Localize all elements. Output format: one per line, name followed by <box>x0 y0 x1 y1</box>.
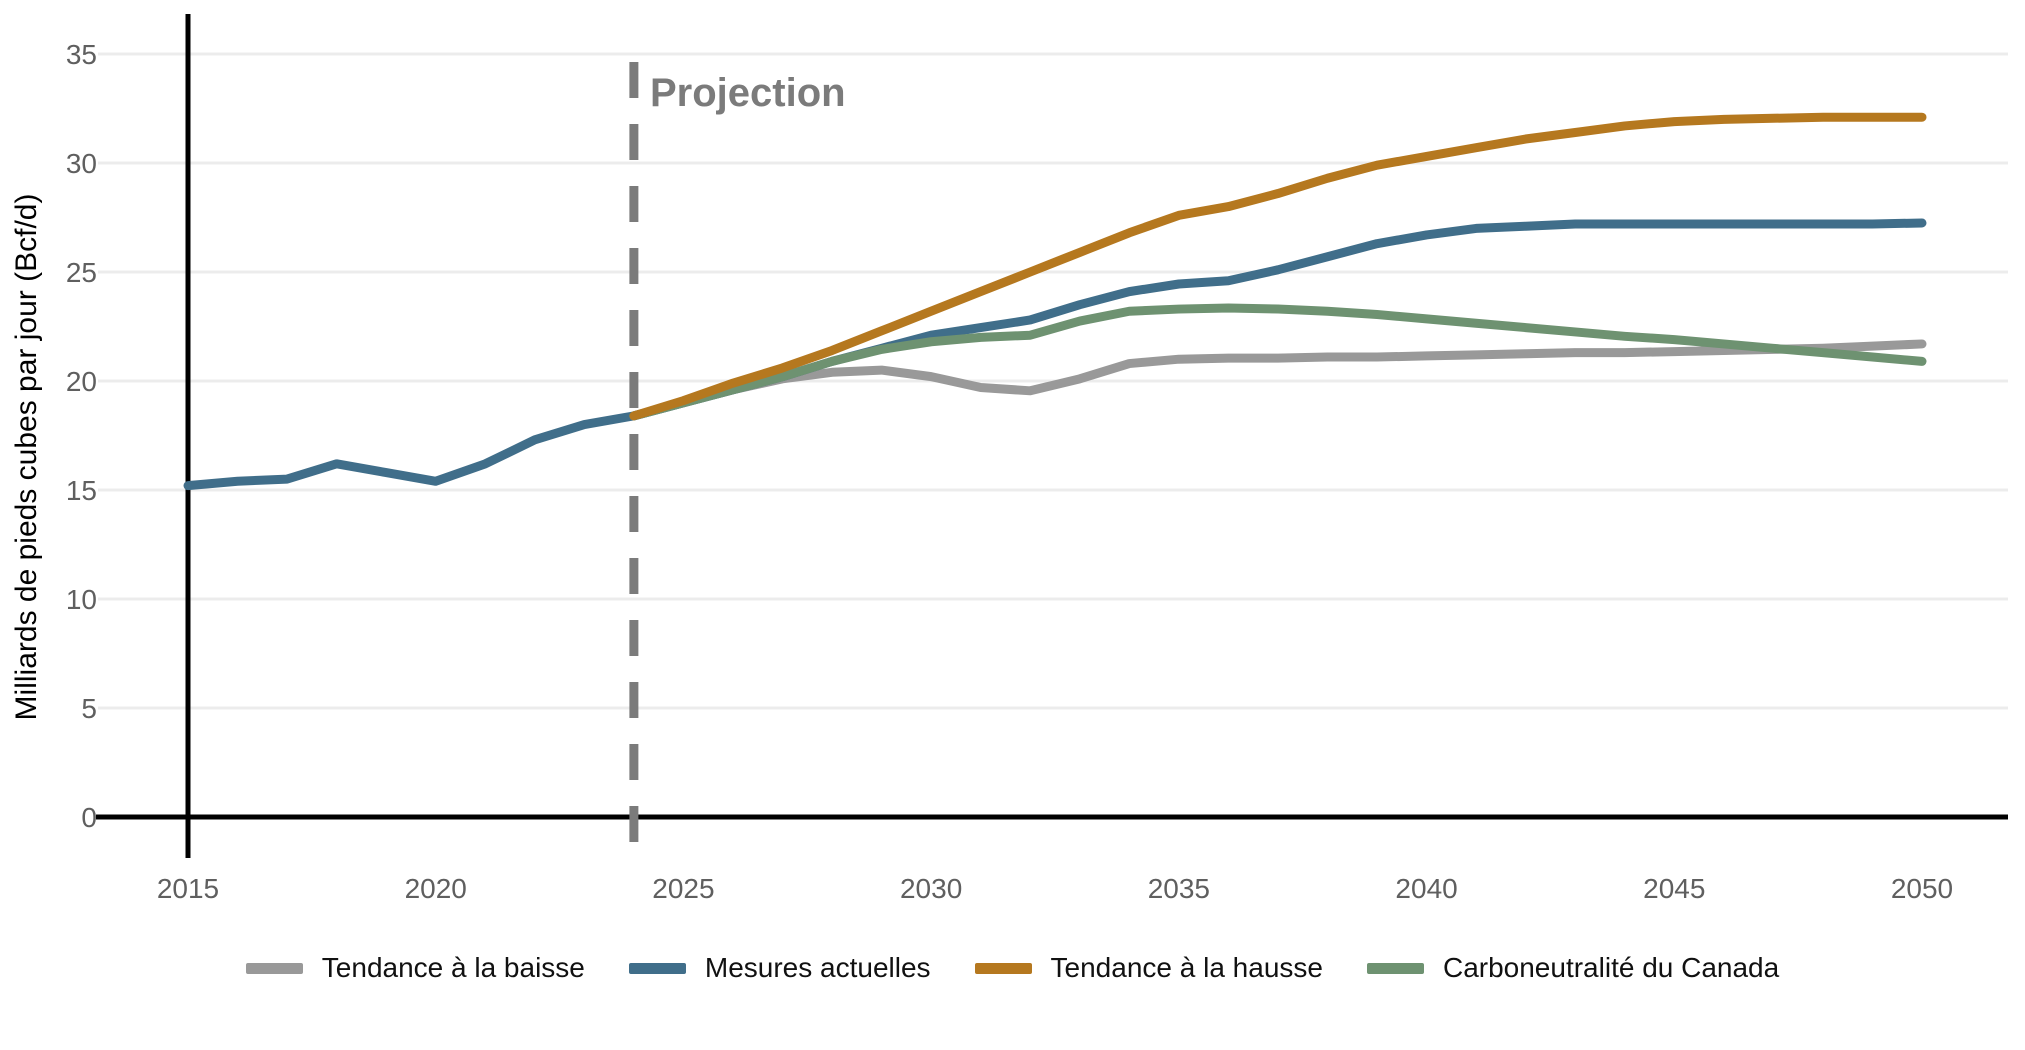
legend-swatch-mesures-actuelles <box>628 962 686 974</box>
svg-text:15: 15 <box>66 475 97 506</box>
svg-text:35: 35 <box>66 39 97 70</box>
svg-text:2020: 2020 <box>405 873 467 904</box>
svg-text:2015: 2015 <box>157 873 219 904</box>
x-axis-tick-labels: 2015 2020 2025 2030 2035 2040 2045 2050 <box>157 873 1953 904</box>
svg-text:5: 5 <box>81 693 97 724</box>
legend-item-tendance-hausse: Tendance à la hausse <box>974 952 1323 984</box>
svg-text:2050: 2050 <box>1891 873 1953 904</box>
svg-text:20: 20 <box>66 366 97 397</box>
svg-text:2025: 2025 <box>652 873 714 904</box>
legend-item-mesures-actuelles: Mesures actuelles <box>628 952 931 984</box>
legend-label-carboneutralite: Carboneutralité du Canada <box>1442 952 1780 983</box>
svg-text:2040: 2040 <box>1395 873 1457 904</box>
legend-label-tendance-hausse: Tendance à la hausse <box>1050 952 1323 983</box>
legend-label-tendance-baisse: Tendance à la baisse <box>321 952 585 983</box>
legend-swatch-tendance-hausse <box>974 962 1032 974</box>
series-lines <box>183 112 1927 491</box>
y-axis-title: Milliards de pieds cubes par jour (Bcf/d… <box>10 194 43 721</box>
legend-item-tendance-baisse: Tendance à la baisse <box>245 952 585 984</box>
svg-text:0: 0 <box>81 802 97 833</box>
legend-label-mesures-actuelles: Mesures actuelles <box>704 952 931 983</box>
legend-swatch-carboneutralite <box>1366 962 1424 974</box>
svg-text:2035: 2035 <box>1148 873 1210 904</box>
svg-text:30: 30 <box>66 148 97 179</box>
gridlines <box>98 52 2008 710</box>
svg-text:2045: 2045 <box>1643 873 1705 904</box>
legend-item-carboneutralite: Carboneutralité du Canada <box>1366 952 1780 984</box>
legend: Tendance à la baisse Mesures actuelles T… <box>0 952 2025 984</box>
legend-swatch-tendance-baisse <box>245 962 303 974</box>
projection-label: Projection <box>650 71 846 115</box>
svg-text:2030: 2030 <box>900 873 962 904</box>
svg-text:10: 10 <box>66 584 97 615</box>
svg-text:25: 25 <box>66 257 97 288</box>
y-axis-tick-labels: 0 5 10 15 20 25 30 35 <box>66 39 97 833</box>
